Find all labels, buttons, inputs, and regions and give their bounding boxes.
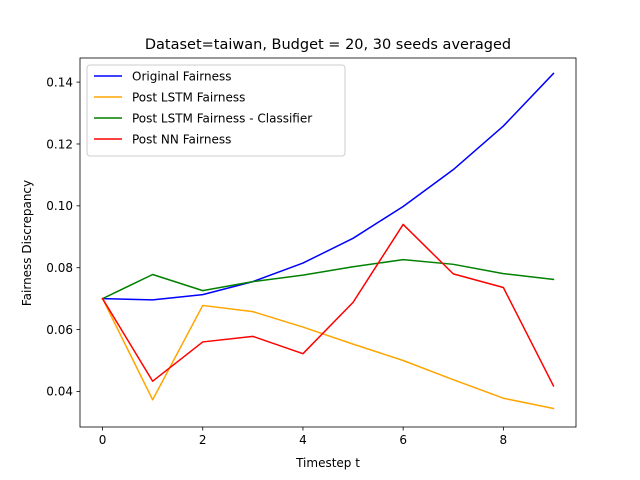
plot-area: 0 2 4 6 8 0.04 0.06 0.08 0.10 0.12 0.14: [46, 57, 577, 447]
series-line-1: [101, 297, 555, 410]
x-tick-label: 4: [299, 433, 307, 447]
legend-label-3: Post NN Fairness: [132, 133, 231, 147]
x-tick-label: 8: [500, 433, 508, 447]
chart-title: Dataset=taiwan, Budget = 20, 30 seeds av…: [145, 37, 511, 53]
x-tick-label: 2: [199, 433, 207, 447]
series-line-2: [101, 258, 555, 300]
x-axis-label: Timestep t: [295, 456, 360, 470]
y-axis-label: Fairness Discrepancy: [20, 180, 34, 306]
legend-box: [86, 64, 346, 157]
y-tick-label: 0.12: [46, 137, 73, 151]
axes-frame: [79, 57, 577, 428]
legend-label-0: Original Fairness: [132, 70, 231, 84]
series-line-3: [101, 223, 555, 387]
y-tick-label: 0.14: [46, 75, 73, 89]
y-tick-label: 0.04: [46, 385, 73, 399]
x-tick-label: 0: [99, 433, 107, 447]
x-tick-label: 6: [399, 433, 407, 447]
legend: Original Fairness Post LSTM Fairness Post …: [86, 64, 346, 157]
y-tick-label: 0.06: [46, 323, 73, 337]
legend-label-1: Post LSTM Fairness: [132, 91, 245, 105]
series-line-0: [101, 72, 555, 301]
y-tick-label: 0.08: [46, 261, 73, 275]
legend-label-2: Post LSTM Fairness - Classifier: [132, 112, 312, 126]
y-tick-label: 0.10: [46, 199, 73, 213]
